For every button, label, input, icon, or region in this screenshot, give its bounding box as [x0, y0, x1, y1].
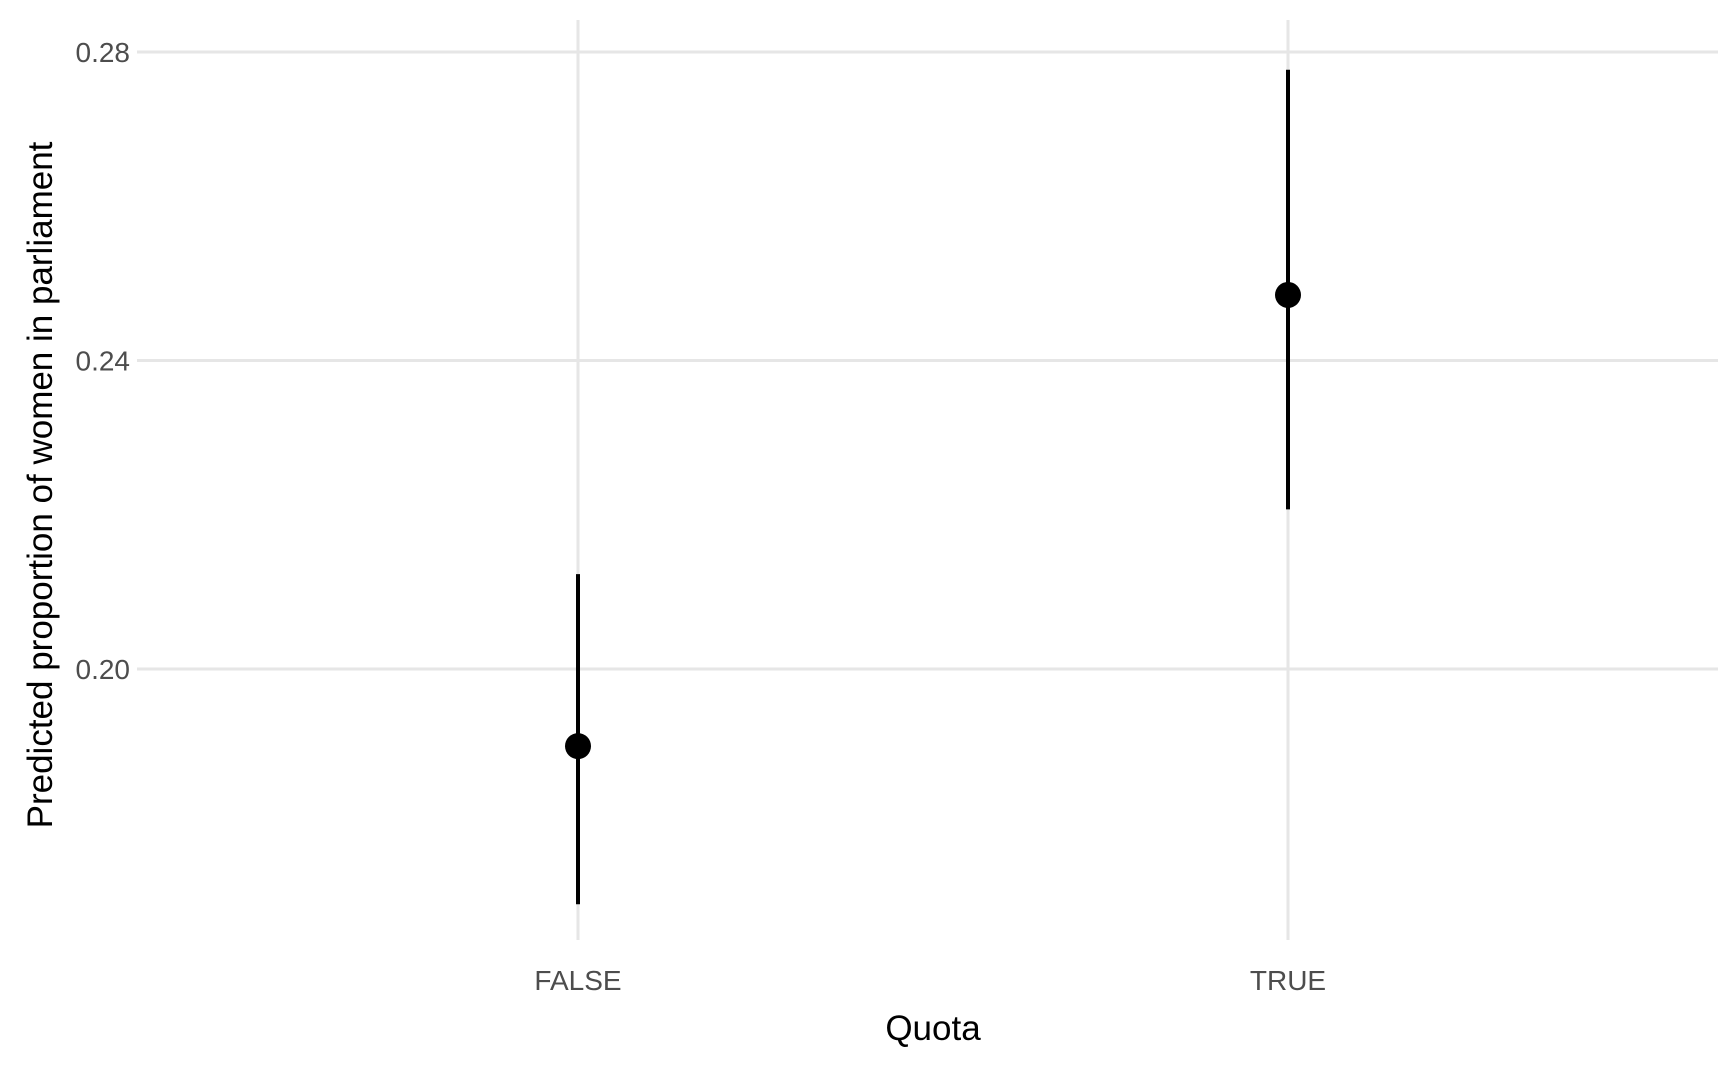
point-ranges: [565, 69, 1301, 905]
x-tick-labels: FALSE TRUE: [534, 965, 1326, 996]
y-tick-label: 0.28: [76, 37, 131, 68]
x-gridlines: [576, 20, 1290, 940]
y-tick-label: 0.24: [76, 346, 131, 377]
x-tick-label: FALSE: [534, 965, 621, 996]
y-tick-label: 0.20: [76, 654, 131, 685]
estimate-point: [1275, 281, 1301, 308]
y-tick-labels: 0.20 0.24 0.28: [76, 37, 131, 685]
x-axis-title: Quota: [885, 1009, 981, 1048]
y-axis-title: Predicted proportion of women in parliam…: [21, 141, 60, 828]
x-tick-label: TRUE: [1250, 965, 1326, 996]
y-gridlines: [137, 50, 1718, 671]
estimate-point: [565, 733, 591, 760]
